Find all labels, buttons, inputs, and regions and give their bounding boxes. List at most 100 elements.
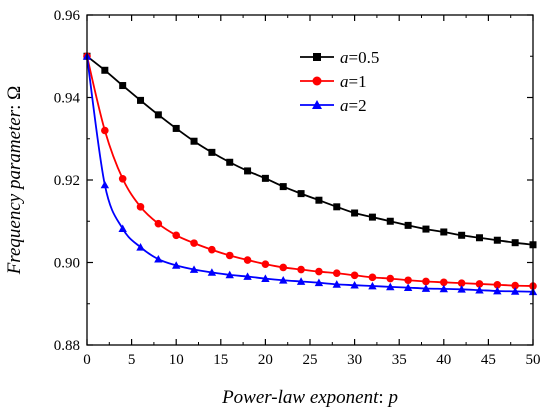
y-axis-title-text: Frequency parameter: [4, 109, 25, 275]
x-axis-title-symbol: p: [386, 387, 398, 408]
data-point: [511, 239, 519, 247]
legend-entry: a=0.5: [300, 48, 379, 67]
data-point: [190, 137, 198, 145]
data-point: [404, 221, 412, 229]
series-layer: [82, 52, 538, 296]
x-tick-label: 0: [83, 352, 91, 368]
legend-circle-marker: [312, 76, 322, 86]
x-tick-label: 30: [347, 352, 362, 368]
data-point: [368, 273, 377, 282]
data-point: [225, 270, 234, 279]
data-point: [172, 231, 180, 240]
y-axis-title: Frequency parameter: Ω: [4, 86, 25, 276]
data-point: [101, 126, 109, 135]
legend-label: a=1: [340, 72, 367, 91]
y-axis-title-sep: :: [4, 100, 25, 110]
series-line: [86, 56, 534, 293]
x-tick-label: 15: [213, 352, 228, 368]
data-point: [101, 66, 109, 74]
data-point: [189, 265, 199, 273]
data-point: [350, 280, 359, 289]
data-point: [332, 269, 341, 278]
series-line: [86, 55, 534, 246]
tick-labels: 0 5 10 15 20 25 30 35 40 45 50 0.88 0.90 0.92 0.94 0.96: [54, 8, 541, 368]
data-point: [332, 280, 341, 288]
data-point: [475, 234, 483, 242]
legend-value: =0.5: [349, 48, 380, 67]
data-point: [422, 225, 430, 233]
x-tick-label: 5: [128, 352, 136, 368]
data-point: [154, 255, 163, 263]
y-tick-label: 0.94: [54, 91, 81, 107]
data-point: [457, 279, 466, 287]
x-axis-title-text: Power-law exponent: [221, 387, 379, 408]
data-point: [225, 251, 234, 260]
data-point: [315, 267, 323, 276]
data-point: [137, 96, 145, 104]
data-point: [493, 286, 502, 295]
x-axis-title: Power-law exponent: p: [221, 387, 398, 408]
data-point: [243, 272, 252, 280]
legend-entry: a=2: [300, 96, 367, 115]
x-tick-label: 25: [303, 352, 318, 368]
data-point: [351, 209, 359, 217]
data-point: [279, 183, 287, 191]
data-point: [511, 281, 519, 290]
legend-label: a=2: [340, 96, 367, 115]
y-tick-label: 0.90: [54, 256, 80, 272]
legend-symbol: a: [340, 72, 349, 91]
x-tick-label: 35: [392, 352, 407, 368]
legend-value: =1: [349, 72, 367, 91]
data-point: [493, 236, 501, 244]
data-point: [368, 213, 376, 221]
data-point: [296, 277, 306, 285]
data-point: [154, 111, 162, 119]
data-point: [190, 239, 198, 247]
data-point: [403, 283, 413, 292]
data-point: [261, 260, 270, 268]
data-point: [386, 274, 395, 283]
data-point: [458, 231, 466, 239]
data-point: [243, 256, 252, 264]
data-point: [279, 263, 288, 272]
data-point: [493, 280, 502, 289]
legend-triangle-marker: [312, 100, 322, 109]
data-point: [510, 287, 520, 295]
data-point: [154, 219, 163, 228]
data-point: [118, 224, 127, 233]
plot-frame: [86, 14, 534, 346]
data-point: [315, 196, 323, 204]
x-tick-label: 20: [258, 352, 273, 368]
legend-square-marker: [313, 53, 321, 61]
data-point: [172, 124, 180, 132]
y-axis-title-symbol: Ω: [4, 86, 25, 100]
data-point: [475, 280, 484, 288]
x-tick-label: 45: [481, 352, 496, 368]
data-point: [440, 228, 448, 236]
series-3: [82, 52, 538, 296]
data-point: [244, 167, 252, 175]
data-point: [100, 180, 110, 189]
x-tick-label: 50: [526, 352, 541, 368]
data-point: [279, 276, 288, 284]
series-2: [83, 52, 537, 290]
data-point: [314, 278, 324, 287]
data-point: [118, 174, 127, 183]
data-point: [457, 285, 466, 293]
x-tick-label: 10: [169, 352, 184, 368]
data-point: [261, 174, 269, 182]
data-point: [404, 276, 412, 285]
data-point: [172, 261, 181, 269]
data-point: [350, 271, 359, 280]
legend-symbol: a: [340, 48, 349, 67]
data-point: [136, 203, 145, 211]
data-point: [261, 274, 270, 282]
data-point: [297, 190, 305, 198]
data-point: [386, 217, 394, 225]
axis-ticks: [86, 14, 534, 346]
data-point: [422, 277, 430, 286]
data-point: [208, 245, 216, 254]
data-point: [333, 203, 341, 211]
y-tick-label: 0.88: [54, 338, 80, 354]
